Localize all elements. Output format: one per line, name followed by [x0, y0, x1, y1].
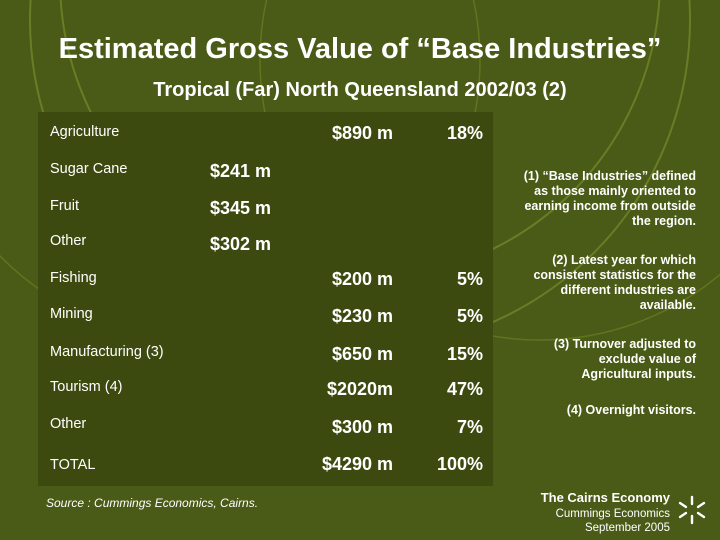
- footnote-3: (3) Turnover adjusted to exclude value o…: [553, 337, 696, 381]
- row-percent: 18%: [446, 123, 483, 143]
- source-citation: Source : Cummings Economics, Cairns.: [46, 496, 259, 510]
- row-value: $200 m: [331, 269, 393, 289]
- page-title: Estimated Gross Value of “Base Industrie…: [58, 33, 662, 65]
- row-value: $345 m: [210, 198, 272, 218]
- row-percent: 15%: [446, 344, 483, 364]
- row-label: Other: [50, 233, 87, 249]
- footnote-4: (4) Overnight visitors.: [566, 403, 696, 417]
- row-percent: 47%: [446, 379, 483, 399]
- row-value: $241 m: [210, 161, 272, 181]
- row-label: Agriculture: [50, 124, 120, 140]
- row-label: Fruit: [50, 198, 79, 214]
- brand-name: The Cairns Economy: [540, 490, 670, 505]
- table-row: Fruit $345 m: [38, 194, 493, 228]
- table-row: Mining $230 m 5%: [38, 303, 493, 337]
- row-label: Fishing: [50, 270, 97, 286]
- row-percent: 5%: [456, 306, 483, 326]
- row-label: Mining: [50, 306, 93, 322]
- table-row: Tourism (4) $2020m 47%: [38, 376, 493, 410]
- row-label: Tourism (4): [50, 379, 123, 395]
- table-row: Agriculture $890 m 18%: [38, 120, 493, 154]
- row-percent: 5%: [456, 269, 483, 289]
- table-row: Other $300 m 7%: [38, 414, 493, 448]
- table-row-total: TOTAL $4290 m 100%: [38, 452, 493, 486]
- table-row: Sugar Cane $241 m: [38, 157, 493, 191]
- brand-org: Cummings Economics: [555, 508, 670, 520]
- row-percent: 100%: [436, 454, 483, 474]
- row-value: $650 m: [331, 344, 393, 364]
- row-value: $2020m: [326, 379, 393, 399]
- row-value: $300 m: [331, 417, 393, 437]
- row-label: Manufacturing (3): [50, 344, 164, 360]
- row-label: Other: [50, 416, 87, 432]
- row-value: $302 m: [210, 234, 272, 254]
- page-subtitle: Tropical (Far) North Queensland 2002/03 …: [153, 79, 567, 101]
- industries-table: Agriculture $890 m 18% Sugar Cane $241 m…: [38, 112, 493, 486]
- table-row: Fishing $200 m 5%: [38, 266, 493, 300]
- cairns-logo-icon: [678, 495, 706, 525]
- row-label: Sugar Cane: [50, 161, 128, 177]
- footnote-2: (2) Latest year for which consistent sta…: [533, 253, 696, 312]
- footnote-1: (1) “Base Industries” defined as those m…: [523, 169, 696, 228]
- row-percent: 7%: [456, 417, 483, 437]
- table-row: Manufacturing (3) $650 m 15%: [38, 341, 493, 375]
- row-label: TOTAL: [50, 457, 96, 473]
- table-row: Other $302 m: [38, 231, 493, 265]
- row-value: $230 m: [331, 306, 393, 326]
- row-value: $890 m: [331, 123, 393, 143]
- row-value: $4290 m: [321, 454, 393, 474]
- brand-date: September 2005: [584, 522, 670, 534]
